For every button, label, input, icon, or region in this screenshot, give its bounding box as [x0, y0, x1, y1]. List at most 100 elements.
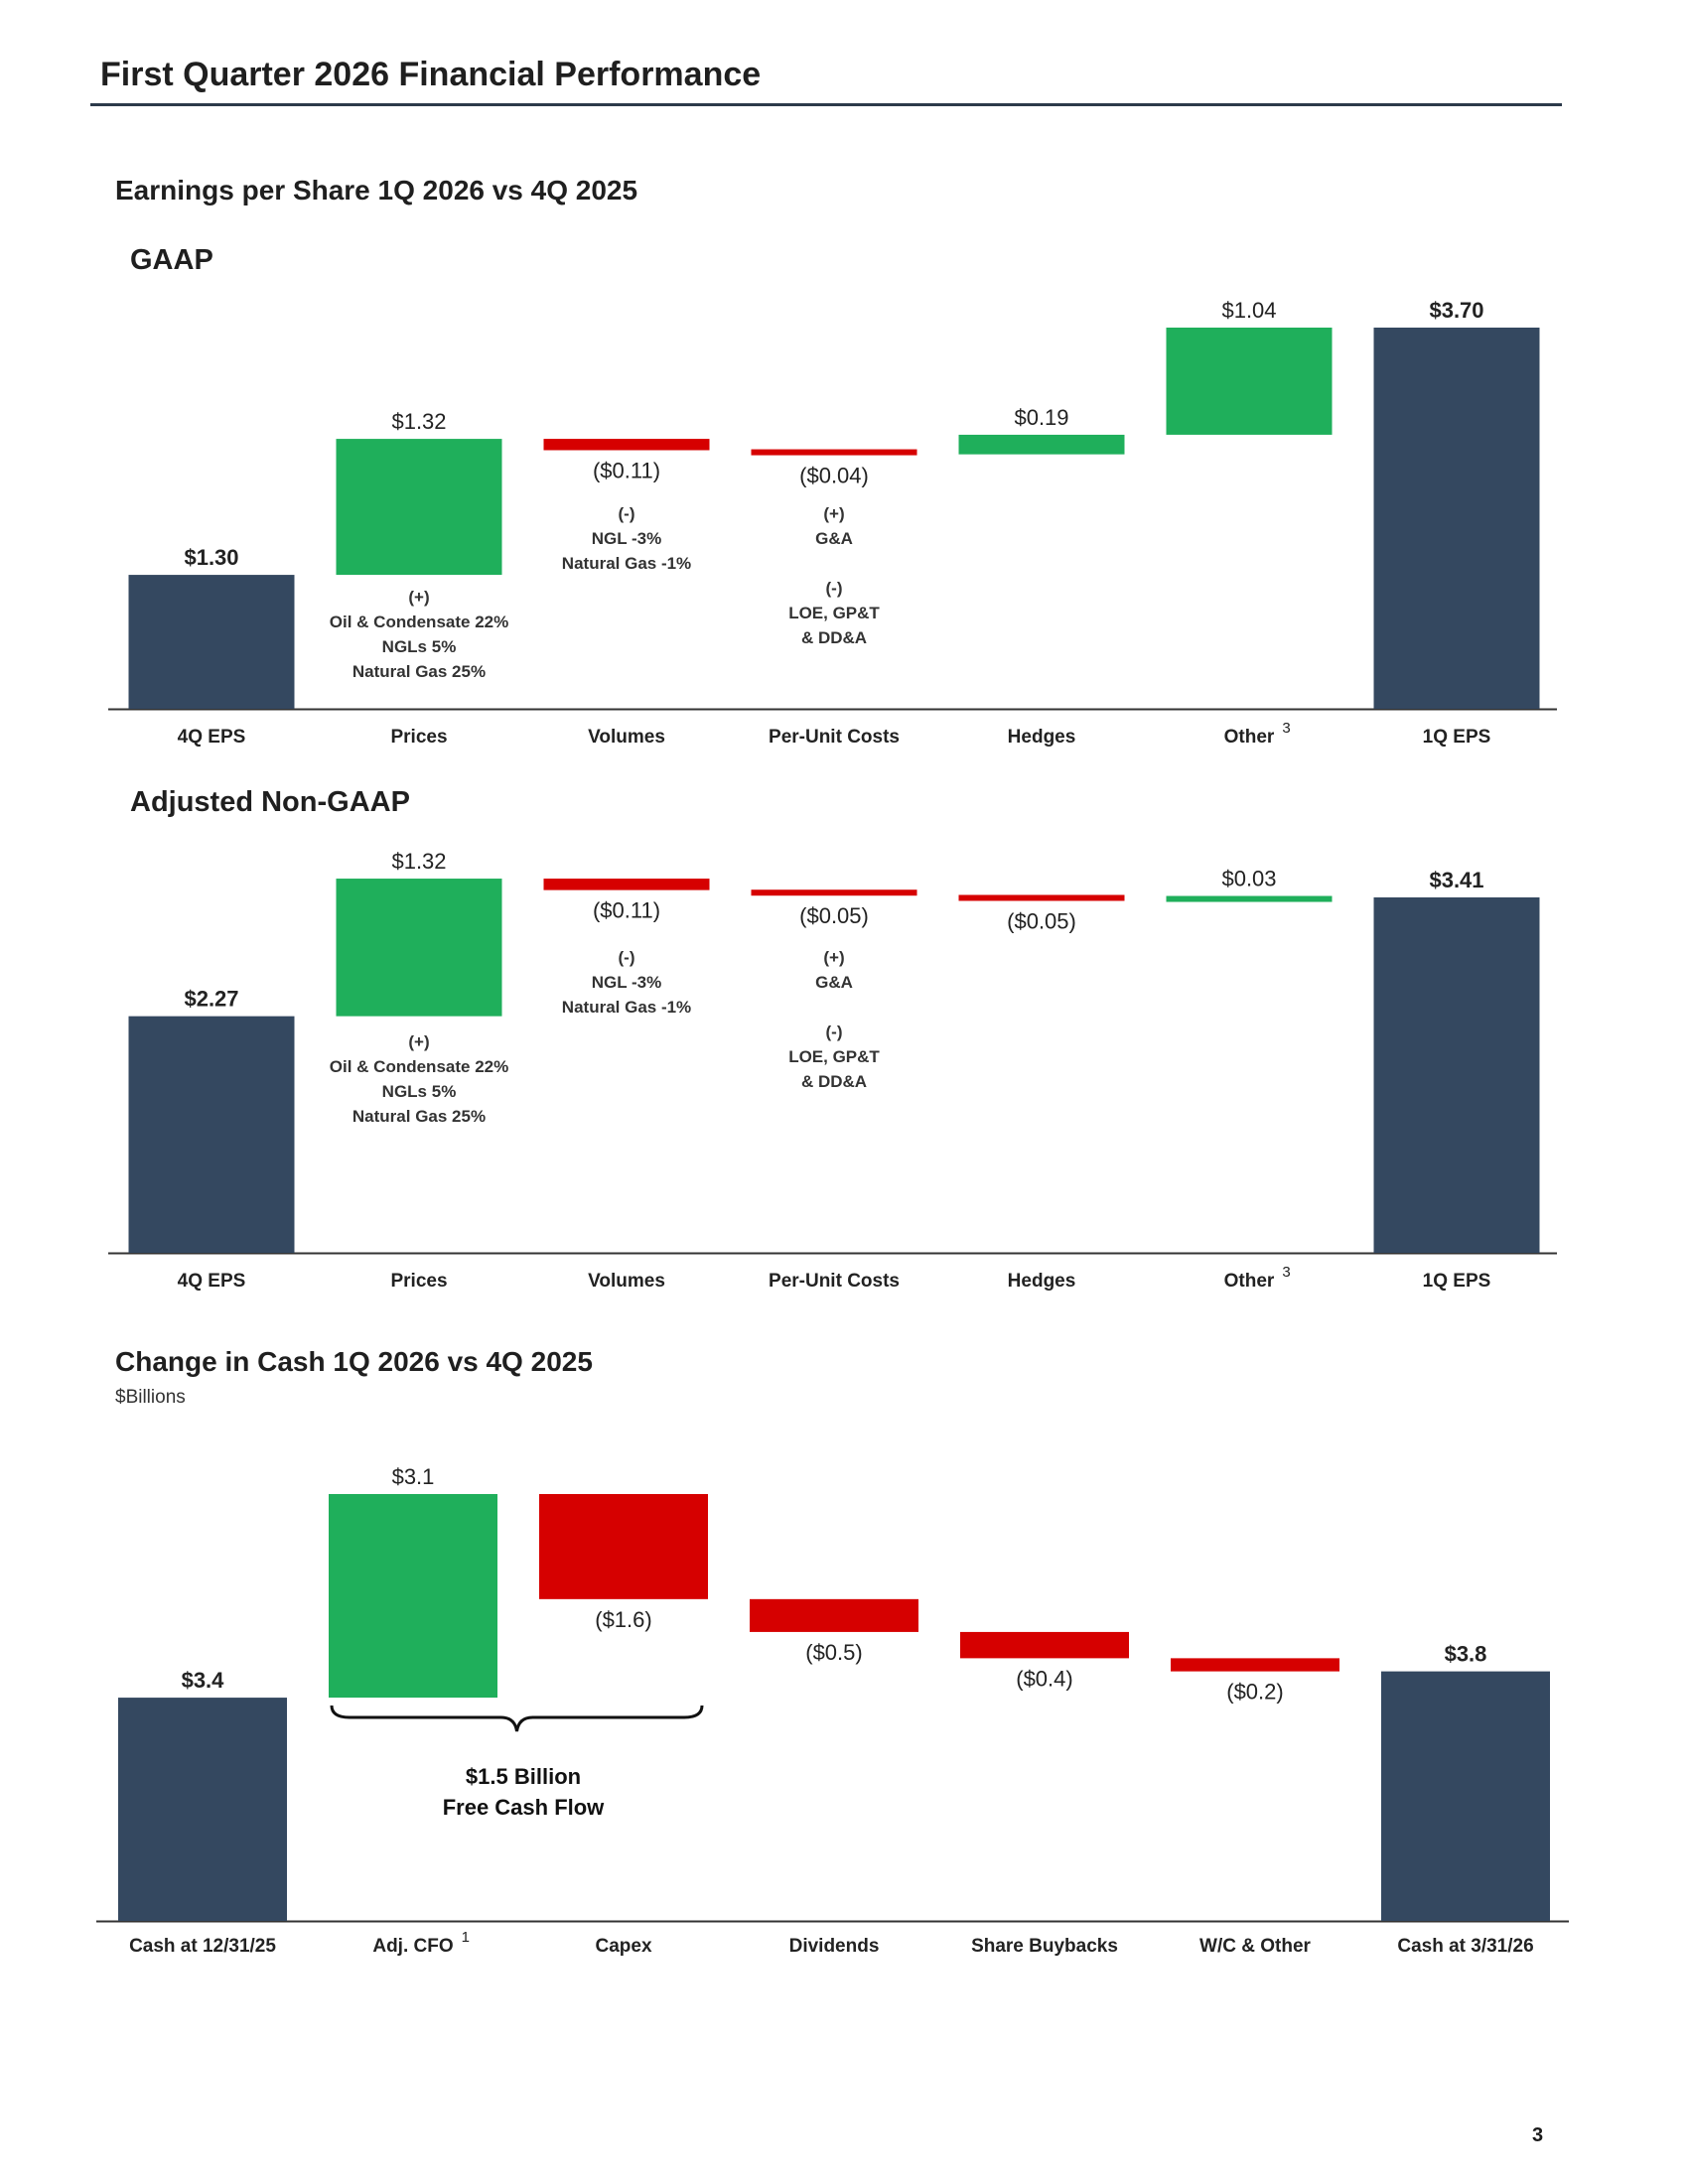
- category-label-2: Volumes: [588, 1271, 665, 1292]
- annotation-0-line-1: Oil & Condensate 22%: [330, 1057, 508, 1076]
- annotation-0-line-1: Oil & Condensate 22%: [330, 613, 508, 631]
- bar-4: [960, 1631, 1129, 1659]
- bar-1: [336, 439, 502, 576]
- annotation-2-line-1: G&A: [815, 973, 853, 992]
- category-label-3: Per-Unit Costs: [769, 1271, 900, 1292]
- data-label-4: ($0.4): [1016, 1666, 1072, 1691]
- data-label-5: ($0.2): [1226, 1680, 1283, 1705]
- eps-section-title: Earnings per Share 1Q 2026 vs 4Q 2025: [115, 175, 638, 205]
- annotation-0-line-2: NGLs 5%: [382, 637, 457, 656]
- bar-2: [543, 879, 710, 890]
- data-label-0: $1.30: [184, 545, 238, 570]
- bar-2: [539, 1494, 708, 1599]
- category-label-1: Prices: [390, 1271, 447, 1292]
- category-label-0: 4Q EPS: [178, 1271, 246, 1292]
- brace-label-description: Free Cash Flow: [443, 1795, 605, 1820]
- category-superscript-5: 3: [1282, 720, 1290, 737]
- annotation-1-line-1: NGL -3%: [592, 529, 662, 548]
- bar-6: [1381, 1671, 1550, 1921]
- category-label-4: Hedges: [1008, 1271, 1076, 1292]
- annotation-1-line-0: (-): [619, 504, 635, 523]
- bar-4: [958, 894, 1125, 901]
- category-label-3: Dividends: [789, 1936, 880, 1957]
- data-label-1: $1.32: [391, 409, 446, 434]
- bar-1: [329, 1494, 497, 1699]
- data-label-6: $3.41: [1429, 868, 1483, 892]
- bar-0: [118, 1698, 287, 1921]
- data-label-6: $3.8: [1445, 1642, 1487, 1667]
- annotation-0-line-0: (+): [408, 588, 429, 607]
- annotation-0-line-3: Natural Gas 25%: [352, 1107, 486, 1126]
- category-superscript-5: 3: [1282, 1264, 1290, 1281]
- annotation-0-line-3: Natural Gas 25%: [352, 662, 486, 681]
- gaap-chart-title: GAAP: [130, 244, 213, 276]
- category-label-5: W/C & Other: [1199, 1936, 1311, 1957]
- annotation-2-line-0: (+): [823, 948, 844, 967]
- bar-2: [543, 439, 710, 451]
- annotation-1-line-2: Natural Gas -1%: [562, 998, 691, 1017]
- cash-section-title: Change in Cash 1Q 2026 vs 4Q 2025: [115, 1346, 593, 1377]
- data-label-3: ($0.5): [805, 1640, 862, 1665]
- data-label-4: $0.19: [1014, 405, 1068, 430]
- annotation-2-line-4: LOE, GP&T: [788, 1047, 880, 1066]
- title-rule: [90, 103, 1562, 106]
- category-label-0: 4Q EPS: [178, 727, 246, 748]
- data-label-3: ($0.05): [799, 903, 869, 928]
- data-label-0: $3.4: [182, 1668, 225, 1693]
- category-label-5: Other: [1224, 727, 1275, 748]
- bar-3: [751, 889, 917, 896]
- gaap-eps-waterfall-chart: $1.30 4Q EPS $1.32 Prices ($0.11) Volumes ($0.…: [108, 298, 1557, 748]
- annotation-2-line-0: (+): [823, 504, 844, 523]
- bar-0: [128, 1016, 295, 1253]
- data-label-3: ($0.04): [799, 464, 869, 488]
- category-label-1: Prices: [390, 727, 447, 748]
- annotation-1-line-2: Natural Gas -1%: [562, 554, 691, 573]
- bar-4: [958, 434, 1125, 455]
- cash-unit-note: $Billions: [115, 1387, 186, 1408]
- bar-3: [751, 449, 917, 456]
- bar-5: [1171, 1658, 1339, 1672]
- data-label-4: ($0.05): [1007, 908, 1076, 933]
- data-label-1: $3.1: [392, 1464, 435, 1489]
- data-label-6: $3.70: [1429, 298, 1483, 323]
- data-label-5: $0.03: [1221, 867, 1276, 891]
- annotation-2-line-3: (-): [826, 579, 843, 598]
- page-title: First Quarter 2026 Financial Performance: [100, 56, 762, 93]
- data-label-2: ($1.6): [595, 1607, 651, 1632]
- data-label-0: $2.27: [184, 987, 238, 1012]
- annotation-0-line-2: NGLs 5%: [382, 1082, 457, 1101]
- category-label-6: Cash at 3/31/26: [1397, 1936, 1533, 1957]
- category-label-0: Cash at 12/31/25: [129, 1936, 276, 1957]
- category-label-6: 1Q EPS: [1423, 1271, 1491, 1292]
- annotation-2-line-1: G&A: [815, 529, 853, 548]
- bar-0: [128, 575, 295, 709]
- annotation-2-line-5: & DD&A: [801, 1072, 867, 1091]
- annotation-1-line-0: (-): [619, 948, 635, 967]
- page-number: 3: [1532, 2124, 1544, 2146]
- category-superscript-1: 1: [462, 1929, 470, 1946]
- bar-5: [1166, 328, 1333, 435]
- data-label-1: $1.32: [391, 849, 446, 874]
- annotation-2-line-4: LOE, GP&T: [788, 604, 880, 622]
- category-label-4: Hedges: [1008, 727, 1076, 748]
- free-cash-flow-brace: [330, 1705, 704, 1732]
- annotation-2-line-3: (-): [826, 1023, 843, 1041]
- category-label-5: Other: [1224, 1271, 1275, 1292]
- bar-3: [750, 1598, 918, 1632]
- non-gaap-chart-title: Adjusted Non-GAAP: [130, 786, 410, 818]
- annotation-0-line-0: (+): [408, 1032, 429, 1051]
- bar-5: [1166, 895, 1333, 902]
- category-label-6: 1Q EPS: [1423, 727, 1491, 748]
- bar-6: [1373, 896, 1540, 1253]
- annotation-1-line-1: NGL -3%: [592, 973, 662, 992]
- annotation-2-line-5: & DD&A: [801, 628, 867, 647]
- bar-1: [336, 879, 502, 1017]
- data-label-2: ($0.11): [593, 898, 660, 923]
- category-label-2: Capex: [595, 1936, 651, 1957]
- category-label-4: Share Buybacks: [971, 1936, 1118, 1957]
- bar-6: [1373, 328, 1540, 709]
- data-label-2: ($0.11): [593, 459, 660, 483]
- cash-waterfall-chart: $3.4 Cash at 12/31/25 $3.1 Adj. CFO 1 ($1.6) C…: [96, 1464, 1569, 1957]
- non-gaap-eps-waterfall-chart: $2.27 4Q EPS $1.32 Prices ($0.11) Volumes ($0.…: [108, 849, 1557, 1292]
- category-label-3: Per-Unit Costs: [769, 727, 900, 748]
